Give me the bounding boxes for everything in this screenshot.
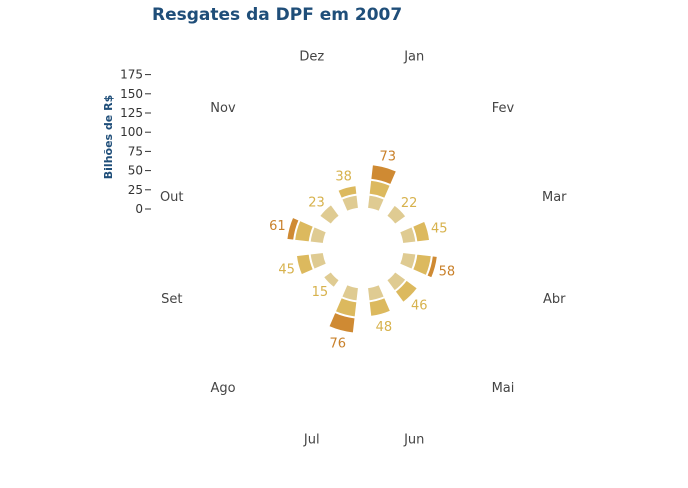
month-label-mai: Mai [492,381,515,396]
bar-segment-set-2 [295,253,314,276]
value-label-mar: 45 [431,222,448,237]
month-label-ago: Ago [210,381,235,396]
month-label-nov: Nov [210,101,236,116]
bar-segment-jul-1 [341,284,360,302]
bar-segment-jul-2 [334,297,358,318]
bar-segment-jan-3 [370,164,398,186]
bar-segment-nov-1 [319,204,340,225]
y-tick-label: 125 [120,106,143,120]
chart-title: Resgates da DPF em 2007 [152,5,402,25]
bar-segment-jan-2 [368,179,391,199]
value-label-abr: 58 [439,264,456,279]
value-label-fev: 22 [401,196,418,211]
bar-segment-out-3 [286,216,300,241]
y-tick-label: 150 [120,87,143,101]
value-label-set: 45 [278,262,295,277]
value-label-dez: 38 [335,170,352,185]
bar-segment-jul-3 [328,311,356,334]
month-label-mar: Mar [542,190,567,205]
bar-segment-dez-1 [341,194,360,212]
value-label-ago: 15 [312,285,329,300]
month-label-abr: Abr [543,292,566,307]
bar-segment-jan-1 [366,194,385,212]
y-tick-label: 25 [128,183,143,197]
bar-segment-abr-3 [426,255,438,279]
month-labels: Jan Fev Mar Abr Mai Jun Jul Ago Set Out Nov Dez [160,50,567,448]
y-tick-label: 100 [120,125,143,139]
y-axis-label: Bilhões de R$ [102,95,115,179]
bar-segment-mar-1 [399,226,417,245]
value-label-jan: 73 [380,149,397,164]
bar-segment-ago-1 [322,271,340,289]
value-label-jul: 76 [329,336,346,351]
bar-segment-mar-2 [412,220,431,243]
month-label-set: Set [161,292,182,307]
bar-segment-mai-1 [386,271,407,292]
y-tick-label: 175 [120,68,143,82]
y-tick-label: 50 [128,164,143,178]
value-labels: 73 22 45 58 46 48 76 15 45 61 23 38 [269,149,455,351]
value-label-jun: 48 [376,320,393,335]
month-label-dez: Dez [299,50,324,65]
bar-segment-dez-2 [337,185,358,199]
bar-segment-out-1 [309,226,327,245]
bar-segment-jun-2 [368,297,392,317]
month-label-jan: Jan [403,50,424,65]
month-label-fev: Fev [492,101,515,116]
y-axis: 0 25 50 75 100 125 150 175 [120,68,151,216]
y-tick-label: 0 [135,202,143,216]
bar-segment-out-2 [294,219,314,243]
month-label-out: Out [160,190,184,205]
bar-segment-abr-2 [412,253,432,277]
bar-segment-abr-1 [399,251,417,270]
bar-segment-set-1 [309,251,327,270]
bar-segment-mai-2 [394,279,419,304]
value-label-out: 61 [269,219,286,234]
month-label-jun: Jun [403,432,424,447]
value-label-mai: 46 [411,298,428,313]
bar-segment-fev-1 [386,204,407,225]
month-label-jul: Jul [303,432,320,447]
y-tick-label: 75 [128,144,143,158]
bar-segment-jun-1 [366,284,385,302]
value-label-nov: 23 [308,195,325,210]
bars [286,164,438,334]
